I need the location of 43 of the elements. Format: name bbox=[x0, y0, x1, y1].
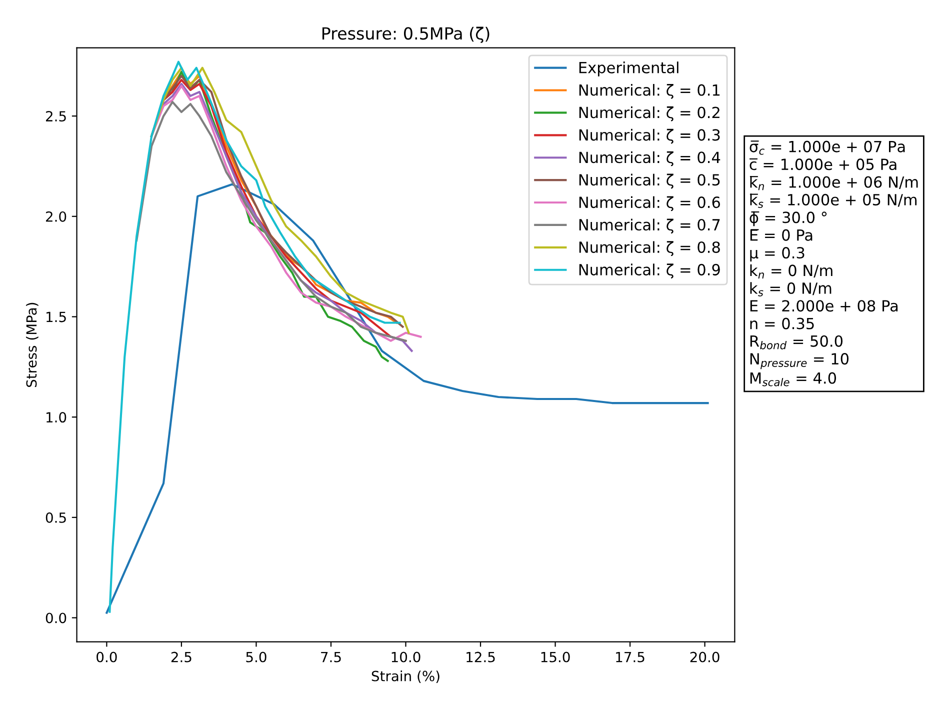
y-tick-label: 2.5 bbox=[46, 111, 66, 122]
legend-label: Numerical: ζ = 0.6 bbox=[579, 196, 720, 212]
text: k$_{s}$ = 0 N/m bbox=[750, 282, 832, 296]
legend-label: Numerical: ζ = 0.8 bbox=[579, 241, 720, 256]
y-tick-label: 1.5 bbox=[46, 312, 66, 322]
text: E = 2.000e + 08 Pa bbox=[750, 300, 898, 312]
y-tick-label: 0.0 bbox=[46, 612, 66, 624]
text: μ = 0.3 bbox=[750, 247, 804, 262]
legend-label: Numerical: ζ = 0.4 bbox=[579, 151, 720, 166]
y-tick-label: 0.5 bbox=[46, 512, 66, 523]
x-axis-title: Strain (%) bbox=[372, 670, 440, 683]
x-tick-label: 0.0 bbox=[96, 652, 117, 662]
chart-title: Pressure: 0.5MPa (ζ) bbox=[322, 26, 490, 43]
x-tick-label: 2.5 bbox=[171, 652, 192, 662]
text: n = 0.35 bbox=[750, 318, 814, 330]
x-tick-label: 10.0 bbox=[392, 652, 420, 662]
text: k̅$_{s}$ = 1.000e + 05 N/m bbox=[750, 194, 917, 208]
x-tick-label: 17.5 bbox=[616, 652, 644, 662]
text: R$_{bond}$ = 50.0 bbox=[750, 335, 843, 350]
legend-label: Experimental bbox=[579, 62, 678, 76]
x-tick-label: 5.0 bbox=[246, 652, 266, 662]
x-tick-label: 20.0 bbox=[690, 652, 720, 662]
x-tick-label: 15.0 bbox=[541, 652, 570, 662]
text: k$_{n}$ = 0 N/m bbox=[750, 264, 832, 279]
text: M$_{scale}$ = 4.0 bbox=[750, 372, 836, 386]
legend-label: Numerical: ζ = 0.2 bbox=[579, 106, 720, 122]
legend-label: Numerical: ζ = 0.1 bbox=[579, 84, 720, 99]
legend-label: Numerical: ζ = 0.3 bbox=[579, 128, 720, 144]
x-tick-label: 12.5 bbox=[466, 652, 495, 662]
legend-label: Numerical: ζ = 0.7 bbox=[579, 218, 720, 234]
text: σ̅$_{c}$ = 1.000e + 07 Pa bbox=[750, 140, 905, 155]
text: ϕ̅ = 30.0 ° bbox=[750, 211, 827, 226]
text: k̅$_{n}$ = 1.000e + 06 N/m bbox=[750, 176, 918, 190]
text: c̅ = 1.000e + 05 Pa bbox=[750, 158, 896, 170]
line-series bbox=[108, 60, 401, 613]
x-tick-label: 7.5 bbox=[321, 652, 341, 662]
text: E̅ = 0 Pa bbox=[750, 229, 812, 241]
text: N$_{pressure}$ = 10 bbox=[750, 353, 849, 370]
y-tick-label: 1.0 bbox=[46, 412, 66, 423]
legend-label: Numerical: ζ = 0.9 bbox=[579, 264, 720, 278]
y-tick-label: 2.0 bbox=[46, 211, 66, 222]
legend-label: Numerical: ζ = 0.5 bbox=[579, 174, 720, 189]
y-axis-title: Stress (MPa) bbox=[26, 302, 38, 387]
